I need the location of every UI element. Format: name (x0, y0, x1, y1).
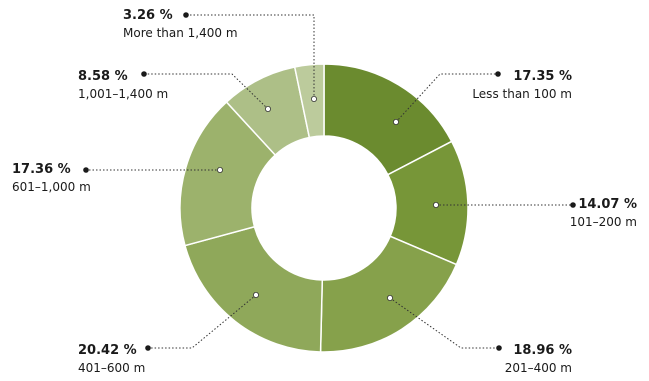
slice-category-label: 1,001–1,400 m (78, 87, 168, 101)
leader-end-dot (141, 71, 147, 77)
leader-anchor-dot (310, 96, 317, 103)
slice-value-label: 3.26 % (123, 8, 173, 23)
leader-line (395, 73, 498, 123)
donut-slice (184, 225, 324, 353)
slice-value-label: 8.58 % (78, 69, 128, 84)
slice-category-label: 601–1,000 m (12, 180, 91, 194)
leader-anchor-dot (386, 294, 393, 301)
leader-anchor-dot (252, 291, 259, 298)
slice-value-label: 18.96 % (513, 343, 572, 358)
slice-category-label: 201–400 m (505, 361, 572, 375)
leader-line (186, 14, 315, 99)
slice-category-label: 101–200 m (570, 215, 637, 229)
slice-category-label: 401–600 m (78, 361, 145, 375)
slice-category-label: More than 1,400 m (123, 26, 238, 40)
slice-value-label: 17.36 % (12, 162, 71, 177)
slice-category-label: Less than 100 m (472, 87, 572, 101)
leader-anchor-dot (216, 166, 223, 173)
leader-line (148, 294, 257, 349)
leader-end-dot (495, 71, 501, 77)
slice-value-label: 17.35 % (513, 69, 572, 84)
leader-anchor-dot (264, 106, 271, 113)
donut-slice (293, 63, 325, 139)
leader-end-dot (570, 202, 576, 208)
leader-line (144, 73, 269, 110)
slice-value-label: 20.42 % (78, 343, 137, 358)
leader-anchor-dot (392, 119, 399, 126)
leader-anchor-dot (432, 201, 439, 208)
donut-slice (319, 235, 458, 353)
leader-end-dot (145, 345, 151, 351)
slice-value-label: 14.07 % (578, 197, 637, 212)
leader-end-dot (83, 167, 89, 173)
leader-end-dot (183, 12, 189, 18)
leader-end-dot (496, 345, 502, 351)
leader-line (389, 297, 499, 349)
